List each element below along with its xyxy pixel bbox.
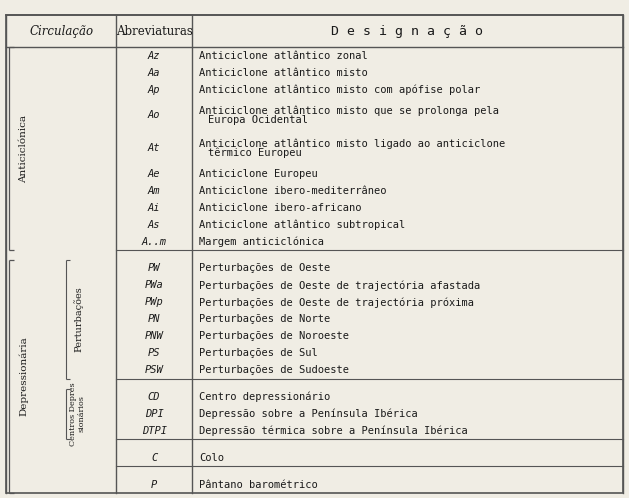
Text: Perturbações de Oeste de trajectória próxima: Perturbações de Oeste de trajectória pró… [199,297,474,308]
Text: As: As [148,220,160,230]
Text: Margem anticiclónica: Margem anticiclónica [199,237,325,247]
Text: Anticiclone atlântico misto ligado ao anticiclone: Anticiclone atlântico misto ligado ao an… [199,138,506,149]
Text: P: P [151,480,157,490]
Text: Anticiclone atlântico subtropical: Anticiclone atlântico subtropical [199,219,406,230]
Text: Depressão térmica sobre a Península Ibérica: Depressão térmica sobre a Península Ibér… [199,426,468,436]
Text: Anticiclone atlântico zonal: Anticiclone atlântico zonal [199,51,368,61]
Text: Perturbações de Oeste de trajectória afastada: Perturbações de Oeste de trajectória afa… [199,280,481,291]
Text: PS: PS [148,348,160,358]
Text: DPI: DPI [145,409,164,419]
Text: PW: PW [148,263,160,273]
Text: Anticiclone ibero-mediterrâneo: Anticiclone ibero-mediterrâneo [199,186,387,196]
Text: Colo: Colo [199,453,225,463]
Text: Depressão sobre a Península Ibérica: Depressão sobre a Península Ibérica [199,409,418,419]
Text: Anticiclone atlântico misto com apófise polar: Anticiclone atlântico misto com apófise … [199,85,481,95]
Text: Ae: Ae [148,169,160,179]
Text: D e s i g n a ç ã o: D e s i g n a ç ã o [331,24,483,38]
Text: Az: Az [148,51,160,61]
Text: PWa: PWa [145,280,164,290]
Text: At: At [148,143,160,153]
Text: Anticiclone atlântico misto: Anticiclone atlântico misto [199,68,368,78]
Text: Perturbações de Noroeste: Perturbações de Noroeste [199,331,349,341]
Text: CD: CD [148,392,160,402]
Text: A..m: A..m [142,237,167,247]
Text: Perturbações de Sul: Perturbações de Sul [199,348,318,358]
Text: PSW: PSW [145,365,164,375]
Text: PNW: PNW [145,331,164,341]
Text: Ap: Ap [148,85,160,95]
Text: Anticiclónica: Anticiclónica [19,115,28,183]
Text: Perturbações: Perturbações [74,286,84,352]
Text: C: C [151,453,157,463]
Text: têrmico Europeu: têrmico Europeu [208,148,301,158]
Text: Anticiclone ibero-africano: Anticiclone ibero-africano [199,203,362,213]
Text: DTPI: DTPI [142,426,167,436]
Text: Ai: Ai [148,203,160,213]
Text: PWp: PWp [145,297,164,307]
Text: Perturbações de Oeste: Perturbações de Oeste [199,263,331,273]
Text: Ao: Ao [148,110,160,120]
Text: PN: PN [148,314,160,324]
Text: Centros Depres
sionários: Centros Depres sionários [69,382,86,446]
Text: Europa Ocidental: Europa Ocidental [208,115,308,124]
Text: Perturbações de Norte: Perturbações de Norte [199,314,331,324]
Text: Centro depressionário: Centro depressionário [199,392,331,402]
Text: Aa: Aa [148,68,160,78]
Text: Am: Am [148,186,160,196]
Text: Circulação: Circulação [30,24,93,38]
Text: Anticiclone Europeu: Anticiclone Europeu [199,169,318,179]
Text: Abreviaturas: Abreviaturas [116,24,192,38]
Text: Depressionária: Depressionária [18,337,28,416]
Text: Perturbações de Sudoeste: Perturbações de Sudoeste [199,365,349,375]
Text: Anticiclone atlântico misto que se prolonga pela: Anticiclone atlântico misto que se prolo… [199,105,499,116]
Text: Pântano barométrico: Pântano barométrico [199,480,318,490]
